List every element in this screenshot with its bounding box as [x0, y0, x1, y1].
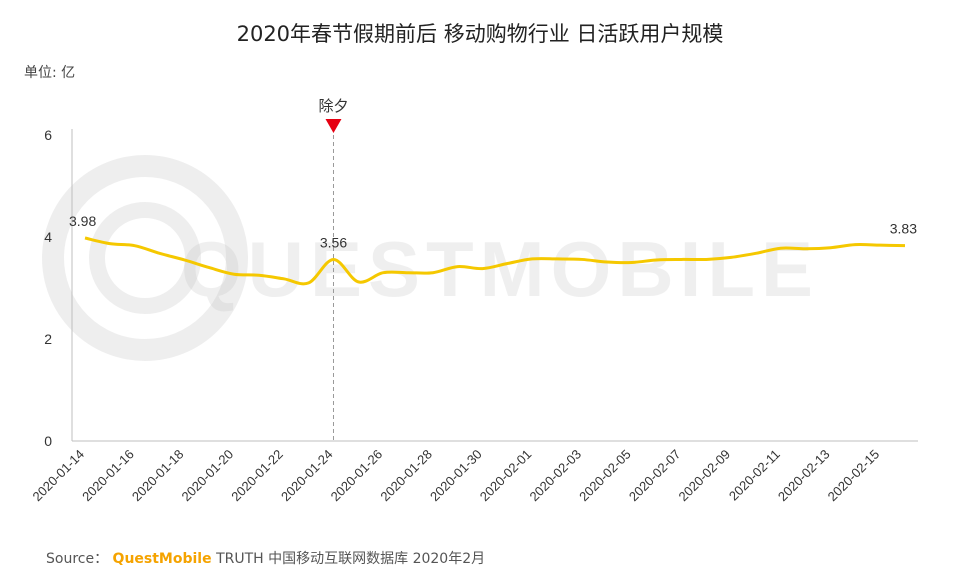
x-tick-label: 2020-02-11 [726, 447, 783, 504]
chart-title: 2020年春节假期前后 移动购物行业 日活跃用户规模 [236, 22, 724, 46]
series-line [84, 236, 906, 286]
y-tick-label: 0 [44, 433, 52, 449]
unit-label: 单位: 亿 [24, 65, 76, 81]
x-tick-label: 2020-01-28 [377, 447, 435, 505]
x-tick-label: 2020-01-14 [29, 447, 87, 505]
y-tick-label: 4 [44, 229, 52, 245]
x-tick-label: 2020-01-20 [179, 447, 237, 505]
x-tick-label: 2020-01-26 [328, 447, 386, 505]
x-tick-label: 2020-01-16 [79, 447, 137, 505]
watermark-logo-icon [42, 155, 248, 361]
data-label: 3.98 [69, 213, 96, 229]
x-tick-label: 2020-02-05 [576, 447, 634, 505]
source-prefix: Source： [46, 551, 109, 567]
source-rest: TRUTH 中国移动互联网数据库 2020年2月 [216, 551, 486, 567]
annotation-marker-icon [325, 119, 342, 133]
x-tick-label: 2020-01-18 [129, 447, 187, 505]
source-note: Source： QuestMobile TRUTH 中国移动互联网数据库 202… [46, 548, 485, 568]
x-tick-label: 2020-02-09 [676, 447, 734, 505]
x-tick-label: 2020-02-15 [825, 447, 883, 505]
y-tick-label: 2 [44, 331, 52, 347]
watermark-text: QUESTMOBILE [181, 225, 819, 313]
data-label: 3.56 [320, 234, 347, 250]
data-label: 3.83 [890, 221, 917, 237]
x-tick-label: 2020-01-30 [427, 447, 485, 505]
x-tick-label: 2020-02-03 [526, 447, 584, 505]
x-tick-label: 2020-01-22 [228, 447, 286, 505]
source-brand: QuestMobile [112, 551, 212, 567]
y-tick-label: 6 [44, 127, 52, 143]
x-tick-label: 2020-01-24 [278, 447, 336, 505]
x-tick-label: 2020-02-13 [775, 447, 833, 505]
x-tick-label: 2020-02-01 [477, 447, 535, 505]
x-tick-label: 2020-02-07 [626, 447, 684, 505]
annotation-label: 除夕 [318, 98, 348, 115]
